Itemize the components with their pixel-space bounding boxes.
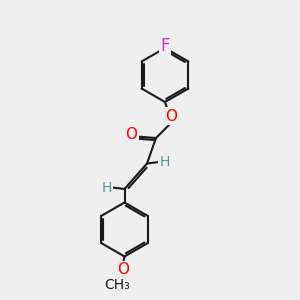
Text: H: H [160, 155, 170, 169]
Text: O: O [117, 262, 129, 278]
Text: CH₃: CH₃ [105, 278, 130, 292]
Text: H: H [101, 181, 112, 194]
Text: O: O [125, 127, 137, 142]
Text: O: O [165, 109, 177, 124]
Text: F: F [160, 38, 170, 56]
